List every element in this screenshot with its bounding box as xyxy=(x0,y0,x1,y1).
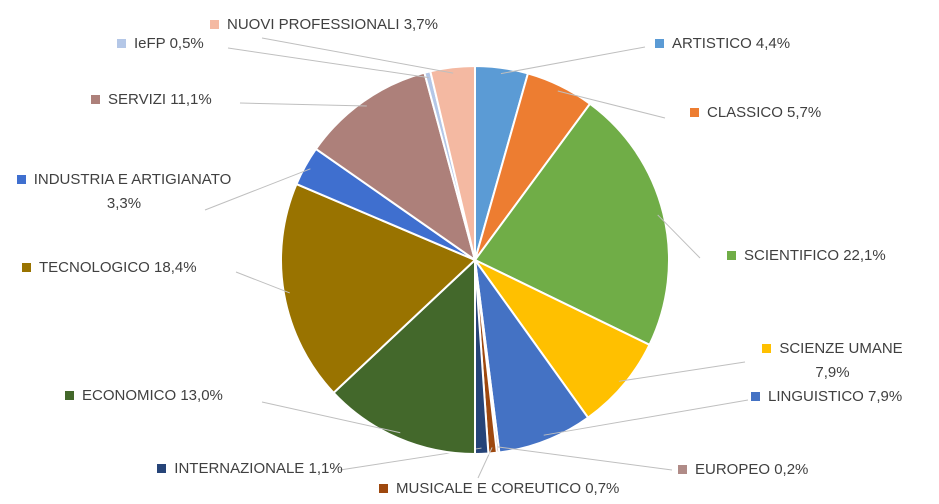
label-value: 5,7% xyxy=(787,104,822,121)
data-label: EUROPEO 0,2% xyxy=(678,457,808,483)
data-label: SCIENTIFICO 22,1% xyxy=(727,243,886,269)
data-label: ARTISTICO 4,4% xyxy=(655,31,790,57)
label-category: ARTISTICO xyxy=(672,35,752,52)
leader-line xyxy=(227,47,429,79)
label-value: 0,5% xyxy=(169,35,204,52)
leader-line xyxy=(261,401,401,434)
pie-slice xyxy=(280,182,477,395)
label-value: 11,1% xyxy=(170,91,212,108)
pie-slice xyxy=(429,64,476,261)
pie-slice xyxy=(332,257,476,456)
data-label: IeFP 0,5% xyxy=(117,31,204,57)
legend-marker xyxy=(678,465,687,474)
legend-marker xyxy=(751,392,760,401)
label-category: NUOVI PROFESSIONALI xyxy=(227,16,400,33)
leader-line xyxy=(235,271,290,294)
legend-marker xyxy=(65,391,74,400)
label-category: CLASSICO xyxy=(707,104,783,121)
label-value: 3,7% xyxy=(403,16,438,33)
legend-marker xyxy=(16,175,26,184)
label-value: 1,1% xyxy=(308,460,343,477)
leader-line xyxy=(497,446,673,471)
label-category: TECNOLOGICO xyxy=(39,259,150,276)
pie-slice xyxy=(314,71,477,263)
label-category: INDUSTRIA E ARTIGIANATO xyxy=(33,171,232,188)
leader-line xyxy=(477,447,493,479)
leader-line xyxy=(543,399,749,436)
label-category: SCIENZE UMANE xyxy=(779,340,903,357)
label-category: MUSICALE E COREUTICO xyxy=(396,480,582,497)
data-label: INDUSTRIA E ARTIGIANATO 3,3% xyxy=(14,168,234,216)
label-category: SCIENTIFICO xyxy=(744,247,840,264)
leader-line xyxy=(557,90,666,119)
legend-marker xyxy=(157,464,167,473)
label-category: IeFP xyxy=(134,35,166,52)
data-label: MUSICALE E COREUTICO 0,7% xyxy=(379,476,619,502)
label-category: EUROPEO xyxy=(695,461,771,478)
label-value: 7,9% xyxy=(815,364,850,381)
label-value: 0,7% xyxy=(585,480,620,497)
label-category: ECONOMICO xyxy=(82,387,177,404)
label-value: 3,3% xyxy=(106,195,142,212)
label-value: 22,1% xyxy=(843,247,886,264)
leader-line xyxy=(261,37,454,74)
data-label: INTERNAZIONALE 1,1% xyxy=(155,457,345,481)
data-label: ECONOMICO 13,0% xyxy=(65,383,223,409)
label-value: 7,9% xyxy=(868,388,903,405)
data-label: NUOVI PROFESSIONALI 3,7% xyxy=(210,12,438,38)
label-value: 18,4% xyxy=(154,259,197,276)
legend-marker xyxy=(762,344,772,353)
pie-slice xyxy=(474,259,651,420)
legend-marker xyxy=(379,484,388,493)
leader-line xyxy=(239,102,367,107)
legend-marker xyxy=(22,263,31,272)
leader-line xyxy=(618,361,746,382)
data-label: LINGUISTICO 7,9% xyxy=(751,384,902,410)
data-label: TECNOLOGICO 18,4% xyxy=(22,255,197,281)
legend-marker xyxy=(690,108,699,117)
legend-marker xyxy=(91,95,100,104)
legend-marker xyxy=(727,251,736,260)
leader-line xyxy=(657,214,701,259)
data-label: CLASSICO 5,7% xyxy=(690,100,821,126)
label-value: 4,4% xyxy=(755,35,791,52)
data-label: SCIENZE UMANE 7,9% xyxy=(745,337,920,385)
label-category: INTERNAZIONALE xyxy=(174,460,305,477)
data-label: SERVIZI 11,1% xyxy=(91,87,212,113)
leader-line xyxy=(500,46,646,75)
legend-marker xyxy=(210,20,219,29)
pie-slice xyxy=(473,102,670,347)
pie-slice xyxy=(474,259,590,454)
label-category: LINGUISTICO xyxy=(768,388,864,405)
legend-marker xyxy=(117,39,126,48)
label-value: 0,2% xyxy=(774,461,809,478)
legend-marker xyxy=(655,39,664,48)
leader-line xyxy=(204,168,311,211)
label-value: 13,0% xyxy=(180,387,223,404)
label-category: SERVIZI xyxy=(108,91,167,108)
